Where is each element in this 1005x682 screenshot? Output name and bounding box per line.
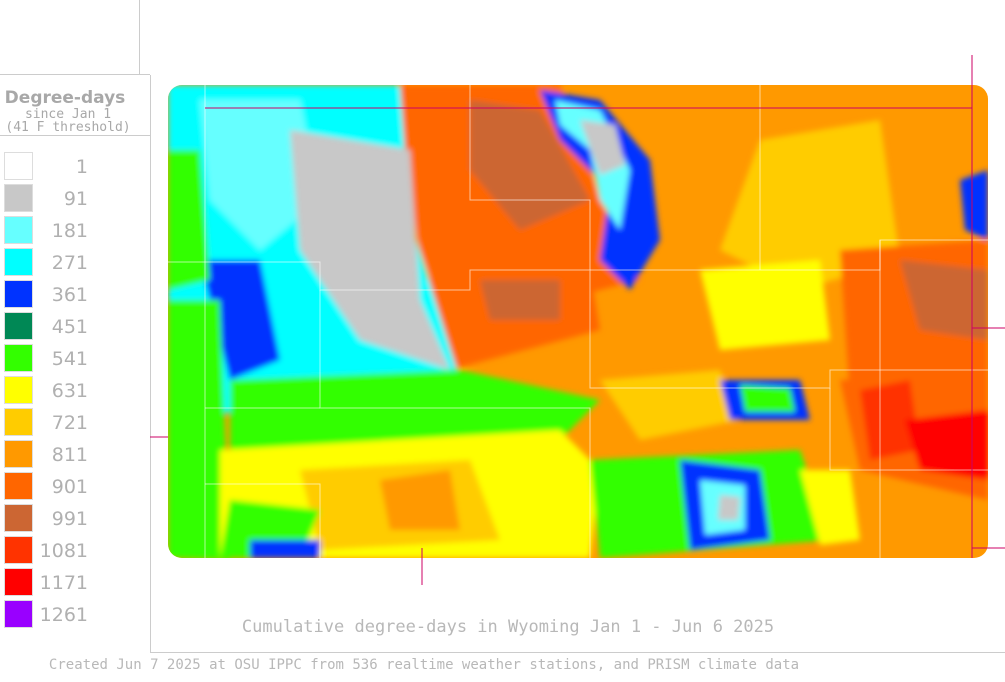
legend-label: 991 bbox=[52, 508, 88, 530]
legend-swatch bbox=[4, 280, 33, 308]
legend-subtitle: since Jan 1 bbox=[25, 107, 111, 122]
legend-swatch bbox=[4, 600, 33, 628]
footer: Created Jun 7 2025 at OSU IPPC from 536 … bbox=[49, 657, 799, 673]
legend-label: 721 bbox=[52, 412, 88, 434]
legend-label: 1171 bbox=[40, 572, 88, 594]
legend-label: 1 bbox=[76, 156, 88, 178]
legend-label: 181 bbox=[52, 220, 88, 242]
legend-swatch bbox=[4, 312, 33, 340]
legend-label: 451 bbox=[52, 316, 88, 338]
map-title: Cumulative degree-days in Wyoming Jan 1 … bbox=[242, 617, 774, 637]
map-raster bbox=[168, 85, 988, 558]
legend-threshold: (41 F threshold) bbox=[5, 120, 130, 135]
map bbox=[150, 55, 1005, 585]
legend-label: 811 bbox=[52, 444, 88, 466]
legend-title: Degree-days bbox=[5, 88, 126, 108]
legend-swatch bbox=[4, 536, 33, 564]
legend-label: 271 bbox=[52, 252, 88, 274]
legend-swatch bbox=[4, 440, 33, 468]
legend-label: 1261 bbox=[40, 604, 88, 626]
legend-swatch bbox=[4, 568, 33, 596]
legend-swatch bbox=[4, 376, 33, 404]
legend-swatch bbox=[4, 216, 33, 244]
legend-swatch bbox=[4, 184, 33, 212]
legend-swatch bbox=[4, 472, 33, 500]
legend-items: 1 91 181 271 361 451 541 631 721 811 901 991 1081 117… bbox=[4, 152, 88, 628]
legend-swatch bbox=[4, 504, 33, 532]
legend-swatch bbox=[4, 152, 33, 180]
legend-label: 91 bbox=[64, 188, 88, 210]
legend-label: 631 bbox=[52, 380, 88, 402]
legend-label: 541 bbox=[52, 348, 88, 370]
legend-swatch bbox=[4, 408, 33, 436]
legend-swatch bbox=[4, 344, 33, 372]
legend: Degree-days since Jan 1 (41 F threshold)… bbox=[4, 88, 131, 628]
legend-label: 1081 bbox=[40, 540, 88, 562]
legend-swatch bbox=[4, 248, 33, 276]
legend-label: 901 bbox=[52, 476, 88, 498]
legend-label: 361 bbox=[52, 284, 88, 306]
